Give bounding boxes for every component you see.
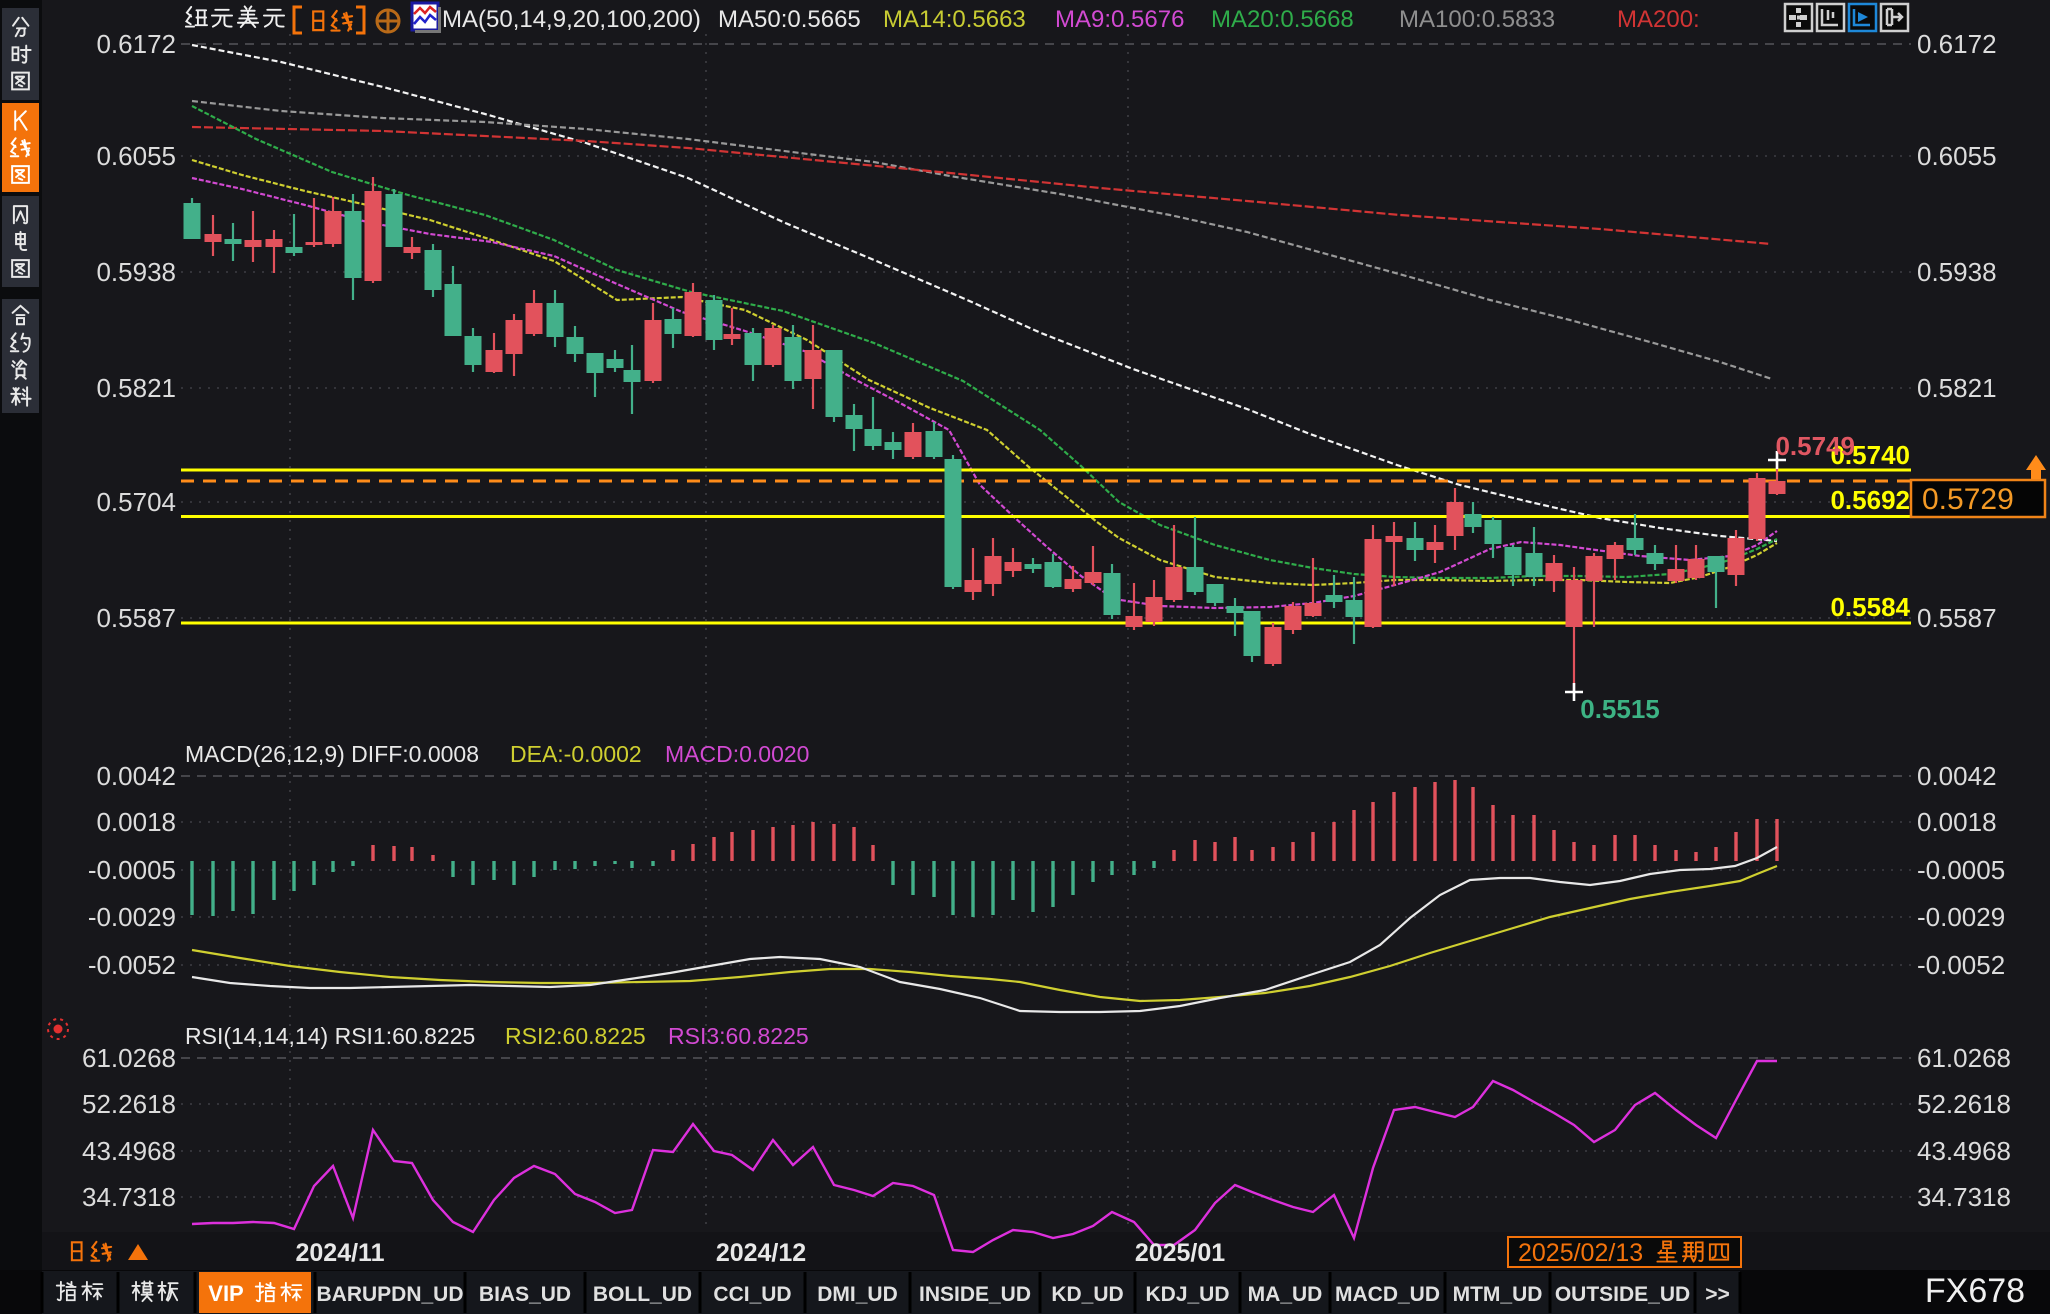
- svg-text:0.0018: 0.0018: [1917, 807, 1997, 837]
- svg-text:43.4968: 43.4968: [1917, 1136, 2011, 1166]
- svg-text:VIP: VIP: [208, 1281, 243, 1306]
- svg-text:MA14:0.5663: MA14:0.5663: [883, 6, 1026, 33]
- svg-text:0.5821: 0.5821: [1917, 373, 1997, 403]
- svg-text:MTM_UD: MTM_UD: [1453, 1283, 1543, 1306]
- svg-text:OUTSIDE_UD: OUTSIDE_UD: [1555, 1283, 1690, 1306]
- svg-text:0.5749: 0.5749: [1775, 431, 1855, 461]
- svg-text:BARUPDN_UD: BARUPDN_UD: [316, 1283, 463, 1306]
- svg-text:RSI2:60.8225: RSI2:60.8225: [505, 1023, 646, 1049]
- svg-text:DMI_UD: DMI_UD: [817, 1283, 898, 1306]
- svg-text:2024/11: 2024/11: [296, 1239, 385, 1267]
- svg-text:-0.0029: -0.0029: [88, 902, 176, 932]
- svg-text:FX678: FX678: [1925, 1272, 2025, 1310]
- svg-text:0.5704: 0.5704: [96, 487, 176, 517]
- svg-text:MA(50,14,9,20,100,200): MA(50,14,9,20,100,200): [442, 6, 701, 33]
- svg-text:-0.0029: -0.0029: [1917, 902, 2005, 932]
- svg-text:0.0018: 0.0018: [96, 807, 176, 837]
- svg-text:0.5515: 0.5515: [1580, 694, 1660, 724]
- svg-text:0.5938: 0.5938: [96, 257, 176, 287]
- svg-text:MACD_UD: MACD_UD: [1335, 1283, 1440, 1306]
- svg-text:0.5584: 0.5584: [1830, 592, 1910, 622]
- svg-text:61.0268: 61.0268: [82, 1043, 176, 1073]
- svg-text:BIAS_UD: BIAS_UD: [479, 1283, 571, 1306]
- svg-text:MA20:0.5668: MA20:0.5668: [1211, 6, 1354, 33]
- svg-text:0.6055: 0.6055: [1917, 141, 1997, 171]
- svg-text:MACD:0.0020: MACD:0.0020: [665, 741, 809, 767]
- svg-text:0.6172: 0.6172: [96, 29, 176, 59]
- svg-text:2025/01: 2025/01: [1135, 1239, 1225, 1267]
- svg-text:>>: >>: [1705, 1283, 1730, 1306]
- svg-text:0.5692: 0.5692: [1830, 485, 1910, 515]
- svg-text:DEA:-0.0002: DEA:-0.0002: [510, 741, 642, 767]
- svg-text:MA9:0.5676: MA9:0.5676: [1055, 6, 1184, 33]
- svg-text:-0.0005: -0.0005: [1917, 855, 2005, 885]
- svg-text:MACD(26,12,9) DIFF:0.0008: MACD(26,12,9) DIFF:0.0008: [185, 741, 479, 767]
- svg-text:52.2618: 52.2618: [82, 1089, 176, 1119]
- svg-text:MA50:0.5665: MA50:0.5665: [718, 6, 861, 33]
- svg-text:RSI(14,14,14) RSI1:60.8225: RSI(14,14,14) RSI1:60.8225: [185, 1023, 475, 1049]
- svg-text:0.5938: 0.5938: [1917, 257, 1997, 287]
- svg-text:MA_UD: MA_UD: [1248, 1283, 1323, 1306]
- svg-text:0.6172: 0.6172: [1917, 29, 1997, 59]
- svg-text:2024/12: 2024/12: [716, 1239, 806, 1267]
- svg-text:0.5740: 0.5740: [1830, 440, 1910, 470]
- svg-text:MA100:0.5833: MA100:0.5833: [1399, 6, 1555, 33]
- svg-text:KD_UD: KD_UD: [1051, 1283, 1123, 1306]
- svg-text:34.7318: 34.7318: [1917, 1182, 2011, 1212]
- svg-text:BOLL_UD: BOLL_UD: [593, 1283, 692, 1306]
- svg-text:-0.0052: -0.0052: [1917, 950, 2005, 980]
- svg-text:34.7318: 34.7318: [82, 1182, 176, 1212]
- svg-text:0.5821: 0.5821: [96, 373, 176, 403]
- svg-text:0.6055: 0.6055: [96, 141, 176, 171]
- svg-text:2025/02/13: 2025/02/13: [1518, 1239, 1643, 1267]
- svg-text:0.5587: 0.5587: [1917, 603, 1997, 633]
- svg-text:INSIDE_UD: INSIDE_UD: [919, 1283, 1031, 1306]
- svg-text:MA200:: MA200:: [1617, 6, 1700, 33]
- svg-text:KDJ_UD: KDJ_UD: [1145, 1283, 1229, 1306]
- svg-text:61.0268: 61.0268: [1917, 1043, 2011, 1073]
- svg-text:52.2618: 52.2618: [1917, 1089, 2011, 1119]
- svg-text:-0.0005: -0.0005: [88, 855, 176, 885]
- svg-text:CCI_UD: CCI_UD: [713, 1283, 791, 1306]
- svg-text:43.4968: 43.4968: [82, 1136, 176, 1166]
- svg-text:0.5729: 0.5729: [1922, 483, 2014, 516]
- svg-text:-0.0052: -0.0052: [88, 950, 176, 980]
- svg-text:0.0042: 0.0042: [1917, 761, 1997, 791]
- svg-text:0.5587: 0.5587: [96, 603, 176, 633]
- svg-text:0.0042: 0.0042: [96, 761, 176, 791]
- svg-text:RSI3:60.8225: RSI3:60.8225: [668, 1023, 809, 1049]
